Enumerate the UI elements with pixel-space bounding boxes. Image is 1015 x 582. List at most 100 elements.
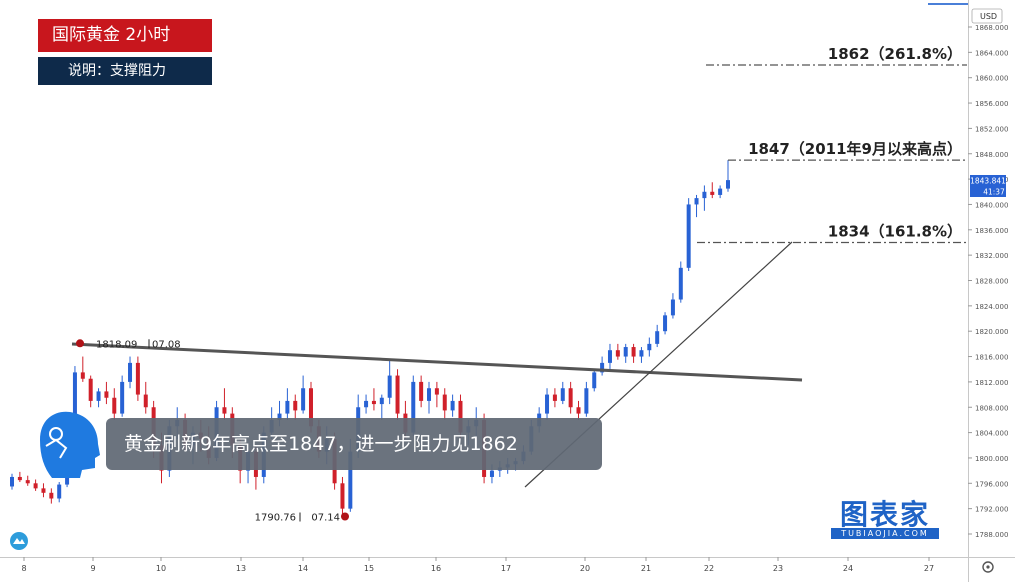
candle — [427, 381, 432, 414]
marker-dot — [341, 512, 349, 521]
candle-body — [33, 483, 38, 489]
candle — [49, 488, 54, 504]
candle-body — [678, 267, 683, 300]
candle — [545, 388, 550, 420]
candle — [718, 185, 723, 199]
level-label: 1834（161.8%） — [828, 222, 962, 240]
candle — [80, 356, 85, 382]
candle-body — [552, 394, 557, 401]
level-label: 1862（261.8%） — [828, 45, 962, 63]
candle — [120, 375, 125, 417]
x-tick-label: 13 — [236, 564, 246, 573]
robot-head-icon — [40, 411, 100, 478]
candle — [655, 324, 660, 348]
x-tick-label: 22 — [704, 564, 714, 573]
candle-body — [96, 391, 101, 401]
candle — [301, 375, 306, 414]
candle-body — [694, 198, 699, 205]
candle-body — [17, 476, 22, 481]
x-tick-label: 20 — [580, 564, 590, 573]
candle-body — [371, 400, 376, 405]
candle-body — [434, 388, 439, 395]
candle-body — [379, 397, 384, 405]
y-tick-label: 1868.000 — [975, 24, 1008, 32]
candle-body — [489, 470, 494, 477]
candle — [10, 473, 14, 490]
candle — [371, 388, 376, 411]
current-price: 1843.841 — [970, 177, 1006, 186]
candle — [576, 400, 581, 420]
candle — [434, 381, 439, 408]
candle-body — [293, 400, 298, 411]
candle — [442, 388, 447, 420]
candle — [639, 347, 644, 363]
candle — [584, 381, 589, 417]
marker-dot — [76, 339, 84, 348]
candle-body — [128, 362, 133, 382]
y-tick-label: 1804.000 — [975, 430, 1008, 438]
candle-body — [623, 347, 628, 357]
y-tick-label: 1820.000 — [975, 328, 1008, 336]
y-tick-label: 1796.000 — [975, 480, 1008, 488]
y-axis: 1868.000 1864.000 1860.000 1856.000 1852.000… — [968, 24, 1008, 539]
candle — [419, 375, 424, 408]
candle-body — [670, 299, 675, 316]
candle-body — [458, 400, 463, 433]
x-tick-label: 16 — [431, 564, 441, 573]
marker-date: 07.08 — [152, 339, 181, 350]
candle-body — [615, 350, 620, 357]
candle-body — [545, 394, 550, 414]
candle-body — [647, 343, 652, 351]
candle — [285, 388, 290, 420]
candle-body — [277, 413, 282, 420]
candle-body — [143, 394, 148, 408]
candle — [607, 343, 612, 370]
candle-body — [584, 388, 589, 414]
y-tick-label: 1856.000 — [975, 100, 1008, 108]
candle — [41, 483, 46, 498]
tradingview-logo-icon[interactable] — [10, 532, 28, 550]
candle-body — [442, 394, 447, 411]
candle-body — [49, 492, 54, 499]
headline-caption: 黄金刷新9年高点至1847，进一步阻力见1862 — [106, 418, 602, 470]
candle-body — [639, 350, 644, 357]
settings-gear-icon[interactable] — [982, 561, 994, 573]
candle-body — [41, 488, 46, 493]
candle — [135, 356, 140, 401]
candle — [387, 359, 392, 405]
candle — [592, 369, 597, 392]
candle-body — [655, 331, 660, 344]
candle — [726, 160, 730, 192]
logo-subtext: TUBIAOJIA.COM — [831, 528, 939, 539]
x-tick-label: 15 — [364, 564, 374, 573]
y-tick-label: 1812.000 — [975, 379, 1008, 387]
candle-body — [387, 375, 392, 398]
candle — [623, 343, 628, 363]
candle-body — [427, 388, 432, 401]
candle-body — [607, 350, 612, 363]
candle-body — [686, 204, 691, 268]
currency-label: USD — [980, 12, 997, 21]
candle-body — [348, 451, 353, 509]
candle — [694, 194, 699, 218]
candle-body — [568, 388, 573, 408]
x-tick-label: 23 — [773, 564, 783, 573]
y-tick-label: 1836.000 — [975, 227, 1008, 235]
current-price-tag: 1843.841 41:37 — [970, 175, 1006, 197]
candle — [395, 369, 400, 420]
chart-title: 国际黄金 2小时 — [38, 19, 212, 52]
candle — [710, 182, 715, 199]
candle-body — [340, 483, 345, 509]
candle-body — [135, 362, 140, 395]
candle-body — [285, 400, 290, 414]
candle — [678, 261, 683, 303]
candle-body — [88, 378, 93, 401]
y-tick-label: 1808.000 — [975, 404, 1008, 412]
currency-box[interactable] — [971, 8, 1003, 24]
tubiaojia-logo: 图表家 TUBIAOJIA.COM — [831, 495, 939, 539]
candle — [379, 394, 384, 420]
x-tick-label: 17 — [501, 564, 511, 573]
resistance-trendline — [71, 342, 803, 382]
x-tick-label: 14 — [298, 564, 308, 573]
